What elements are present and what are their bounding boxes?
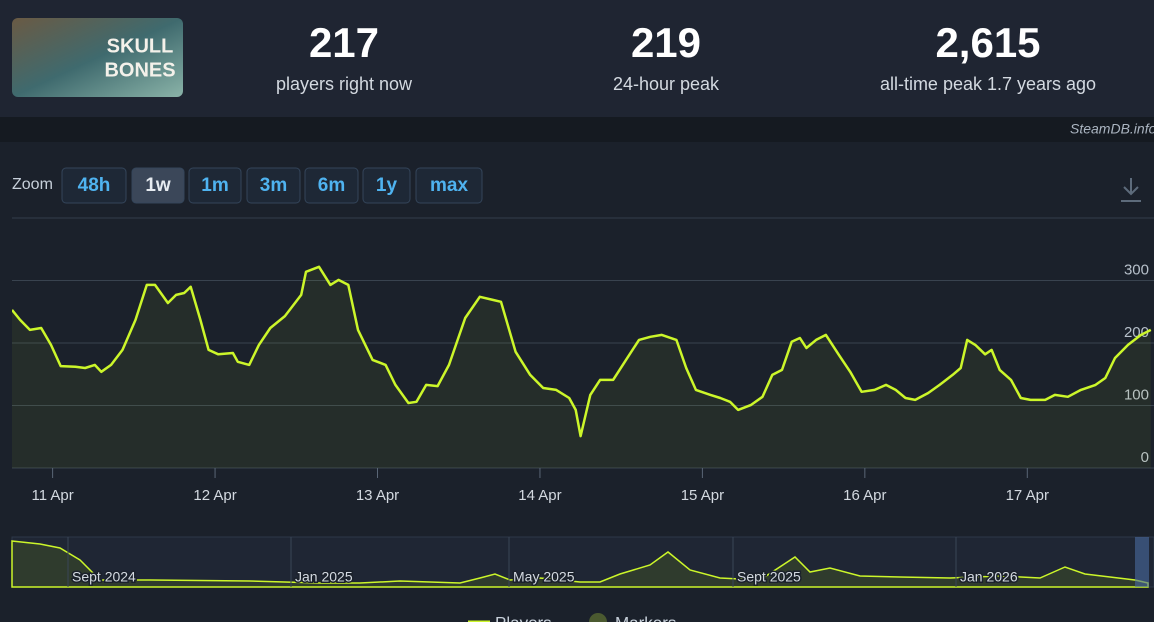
line: [12, 265, 1152, 438]
zoom-button[interactable]: [188, 167, 242, 204]
navigator-label: Sept 2024: [72, 569, 136, 585]
x-tick-label: 13 Apr: [356, 487, 399, 504]
logo-text: SKULL: [107, 35, 174, 57]
zoom-buttons: 48h 1w 1m 3m 6m 1y max: [61, 167, 483, 204]
logo-text: BONES: [104, 59, 175, 81]
y-tick-label: 100: [1124, 386, 1149, 403]
x-tick-label: 15 Apr: [681, 487, 724, 504]
stat-value: 217: [309, 19, 379, 66]
y-tick-label: 0: [1141, 449, 1149, 466]
stat-value: 2,615: [935, 19, 1040, 66]
zoom-button-label[interactable]: 1y: [376, 175, 398, 196]
navigator-label: Jan 2025: [295, 569, 353, 585]
navigator-line: [11, 540, 1149, 588]
x-tick-label: 12 Apr: [193, 487, 236, 504]
game-logo: [12, 18, 183, 97]
download-icon[interactable]: [1121, 178, 1141, 202]
zoom-button[interactable]: [246, 167, 301, 204]
zoom-button-label[interactable]: 1m: [201, 175, 228, 196]
x-tick-label: 17 Apr: [1006, 487, 1049, 504]
x-tick-label: 16 Apr: [843, 487, 886, 504]
y-tick-label: 200: [1124, 324, 1149, 341]
zoom-button[interactable]: [61, 167, 127, 204]
header-bg: [0, 0, 1154, 117]
zoom-button-label[interactable]: max: [430, 175, 468, 196]
zoom-button[interactable]: [131, 167, 185, 204]
stat-value: 219: [631, 19, 701, 66]
legend-entry[interactable]: Players: [495, 613, 552, 622]
series: [12, 265, 1152, 468]
navigator-label: Jan 2026: [960, 569, 1018, 585]
legend-entry[interactable]: Markers: [615, 613, 676, 622]
zoom-button-label[interactable]: 1w: [145, 175, 171, 196]
x-tick-label: 11 Apr: [31, 487, 73, 504]
zoom-button[interactable]: [304, 167, 359, 204]
strip: [0, 117, 1154, 142]
stat-label: all-time peak 1.7 years ago: [880, 74, 1096, 94]
zoom-button-label[interactable]: 6m: [318, 175, 345, 196]
zoom-button[interactable]: [362, 167, 411, 204]
stat-label: 24-hour peak: [613, 74, 720, 94]
watermark: SteamDB.info: [1070, 121, 1154, 137]
navigator-label: May 2025: [513, 569, 575, 585]
x-tick-label: 14 Apr: [518, 487, 561, 504]
zoom-button-label[interactable]: 3m: [260, 175, 287, 196]
navigator: Sept 2024 Jan 2025 May 2025 Sept 2025 Jan 20…: [67, 537, 1019, 587]
zoom-button-label[interactable]: 48h: [78, 175, 111, 196]
legend-swatch: [589, 613, 607, 622]
area-fill: [12, 266, 1151, 468]
stat-label: players right now: [276, 74, 413, 94]
zoom-label: Zoom: [12, 176, 53, 193]
navigator-label: Sept 2025: [737, 569, 801, 585]
navigator-handle[interactable]: [1135, 537, 1149, 587]
plot: 0 100 200 300 11 Apr 12 Apr 13 Apr 14 Apr 15 Apr…: [12, 261, 1154, 504]
y-tick-label: 300: [1124, 261, 1149, 278]
zoom-button[interactable]: [415, 167, 483, 204]
